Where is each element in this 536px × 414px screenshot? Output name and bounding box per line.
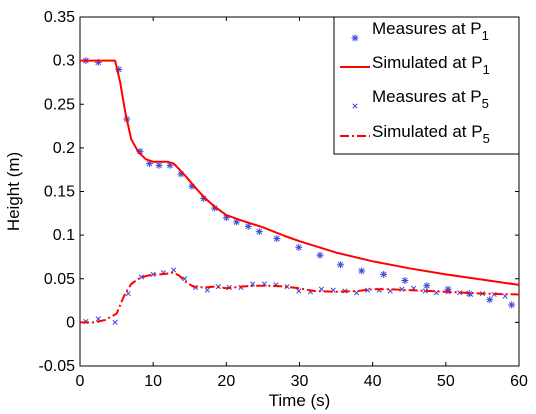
x-tick-label: 40 xyxy=(364,373,382,390)
series-0-point xyxy=(273,235,281,243)
series-2-point xyxy=(204,287,210,293)
legend-label-2: Measures at P5 xyxy=(372,87,489,111)
x-tick-label: 60 xyxy=(510,373,528,390)
series-0-point xyxy=(358,267,366,275)
series-0-point xyxy=(316,251,324,259)
x-axis-label: Time (s) xyxy=(269,391,331,410)
legend-label-3: Simulated at P5 xyxy=(372,122,490,146)
series-0-point xyxy=(255,228,263,236)
x-tick-label: 30 xyxy=(291,373,309,390)
series-line-3 xyxy=(80,271,520,324)
series-0-point xyxy=(155,161,163,169)
series-2-point xyxy=(125,290,131,297)
x-tick-label: 50 xyxy=(437,373,455,390)
y-tick-label: 0.3 xyxy=(53,53,75,70)
legend-label-0: Measures at P1 xyxy=(372,19,489,43)
series-2-point xyxy=(296,288,302,294)
legend-items: Measures at P1 Simulated at P1 Measures at… xyxy=(340,19,490,146)
series-0-point xyxy=(295,243,303,251)
series-2-point xyxy=(364,287,371,293)
series-2-point xyxy=(422,288,428,294)
series-2-point xyxy=(182,276,188,282)
series-2-point xyxy=(171,267,177,273)
legend-marker-0 xyxy=(351,34,359,42)
series-0-point xyxy=(336,261,344,269)
series-2-point xyxy=(138,274,145,280)
y-tick-label: 0.25 xyxy=(44,96,75,113)
series-0-point xyxy=(486,296,494,304)
x-tick-label: 20 xyxy=(217,373,235,390)
y-axis-label: Height (m) xyxy=(4,152,23,231)
x-tick-label: 10 xyxy=(144,373,162,390)
series-line-1 xyxy=(80,59,520,286)
y-tick-label: -0.05 xyxy=(39,358,76,375)
series-0-point xyxy=(508,301,516,309)
series-0-point xyxy=(244,222,252,230)
y-tick-label: 0.05 xyxy=(44,271,75,288)
series-0-point xyxy=(423,282,431,290)
x-tick-label: 0 xyxy=(76,373,85,390)
y-tick-label: 0.2 xyxy=(53,140,75,157)
y-tick-label: 0.1 xyxy=(53,227,75,244)
legend: Measures at P1 Simulated at P1 Measures at… xyxy=(333,16,520,155)
series-0-point xyxy=(380,270,388,278)
y-tick-label: 0 xyxy=(66,314,75,331)
legend-box xyxy=(333,16,520,155)
series-2-point xyxy=(112,319,118,325)
series-2-point xyxy=(250,281,256,287)
series-0-point xyxy=(211,204,219,212)
series-0-point xyxy=(401,276,409,284)
y-tick-label: 0.35 xyxy=(44,9,75,26)
legend-marker-2 xyxy=(352,103,358,109)
series-layer xyxy=(80,57,520,325)
series-2-point xyxy=(150,271,156,277)
legend-label-1: Simulated at P1 xyxy=(372,53,490,77)
axis-ticks: 0 10 20 30 40 50 60-0.0500.050.10.150.20.250.3… xyxy=(39,9,528,390)
y-tick-label: 0.15 xyxy=(44,184,75,201)
